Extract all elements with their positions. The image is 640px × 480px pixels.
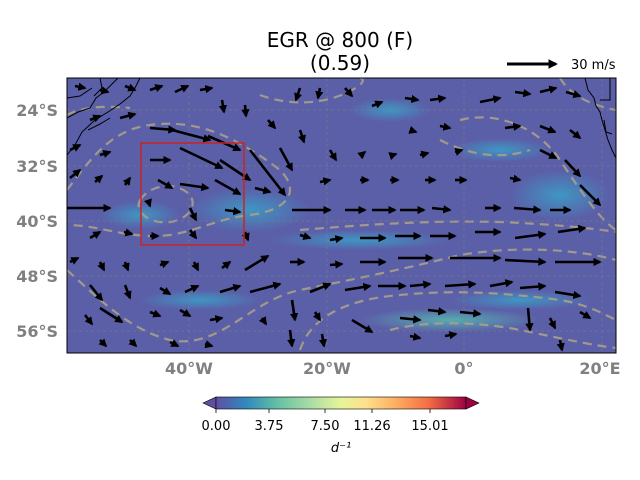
- quiver-key-label: 30 m/s: [571, 58, 616, 73]
- colorbar-tick-label: 7.50: [311, 419, 340, 434]
- map-frame: [66, 77, 617, 354]
- chart-title: EGR @ 800 (F): [267, 28, 413, 52]
- y-tick-label: 24°S: [16, 101, 58, 120]
- x-tick-label: 20°W: [303, 359, 351, 378]
- x-tick-label: 20°E: [579, 359, 620, 378]
- y-tick-label: 40°S: [16, 212, 58, 231]
- colorbar-label: d⁻¹: [331, 441, 351, 456]
- colorbar-tick-label: 3.75: [255, 419, 284, 434]
- chart-subtitle: (0.59): [310, 51, 370, 75]
- gridlines: [67, 78, 616, 353]
- x-tick-label: 40°W: [165, 359, 213, 378]
- x-axis-labels: 40°W 20°W 0° 20°E: [165, 359, 621, 378]
- x-tick-label: 0°: [454, 359, 473, 378]
- colorbar-bar: [215, 396, 467, 410]
- wind-vectors: [67, 82, 602, 352]
- contours: [67, 78, 616, 351]
- region-highlight-box: [140, 142, 245, 246]
- colorbar-tick-label: 0.00: [202, 419, 231, 434]
- y-axis-labels: 24°S 32°S 40°S 48°S 56°S: [16, 101, 58, 341]
- colorbar-extend-min: [202, 396, 217, 410]
- quiver-key: 30 m/s: [507, 58, 616, 73]
- y-tick-label: 32°S: [16, 157, 58, 176]
- colorbar-tick-label: 15.01: [411, 419, 448, 434]
- y-tick-label: 56°S: [16, 322, 58, 341]
- colorbar: 0.00 3.75 7.50 11.26 15.01 d⁻¹: [202, 396, 480, 456]
- map-panel: [67, 78, 616, 353]
- y-tick-label: 48°S: [16, 267, 58, 286]
- colorbar-tick-label: 11.26: [353, 419, 390, 434]
- colorbar-extend-max: [465, 396, 480, 410]
